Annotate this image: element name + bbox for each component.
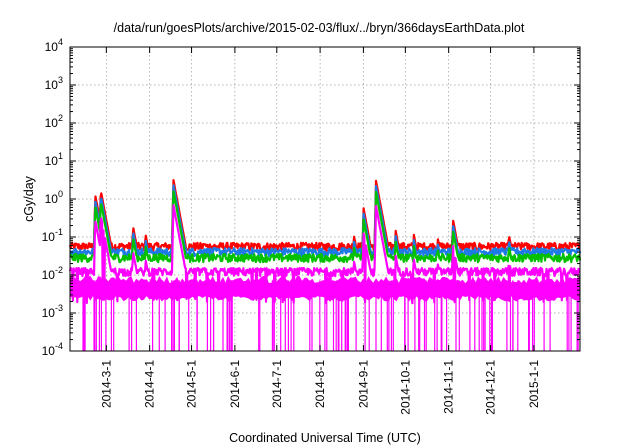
x-tick-label: 2014-10-1 [398,360,412,415]
series-line-2 [69,190,582,264]
x-tick-label: 2014-11-1 [442,360,456,414]
x-axis-label: Coordinated Universal Time (UTC) [229,431,421,445]
y-tick-label: 10-4 [42,341,63,358]
x-tick-label: 2014-4-1 [143,360,157,408]
y-tick-label: 10-2 [42,265,63,282]
series-layer [68,179,582,351]
y-tick-label: 100 [45,189,63,206]
y-tick-label: 104 [45,37,63,54]
y-axis-label: cGy/day [22,175,36,222]
series-band [70,275,580,302]
chart-title: /data/run/goesPlots/archive/2015-02-03/f… [114,21,525,35]
y-tick-label: 103 [45,75,63,92]
x-tick-label: 2014-5-1 [185,360,199,408]
x-tick-label: 2014-3-1 [99,360,113,408]
x-tick-label: 2015-1-1 [527,360,541,408]
x-tick-label: 2014-8-1 [313,360,327,408]
y-tick-label: 10-3 [42,303,63,320]
tick-layer: 10-4 10-3 10-2 10-1 100 101 102 103 104 2014-3-1 2… [42,37,580,415]
series-line-1 [69,184,582,258]
y-tick-label: 102 [45,113,63,130]
x-tick-label: 2014-12-1 [484,360,498,415]
y-tick-label: 101 [45,151,63,168]
x-tick-label: 2014-7-1 [270,360,284,408]
x-tick-label: 2014-9-1 [356,360,370,408]
y-tick-label: 10-1 [42,227,63,244]
x-tick-label: 2014-6-1 [228,360,242,408]
